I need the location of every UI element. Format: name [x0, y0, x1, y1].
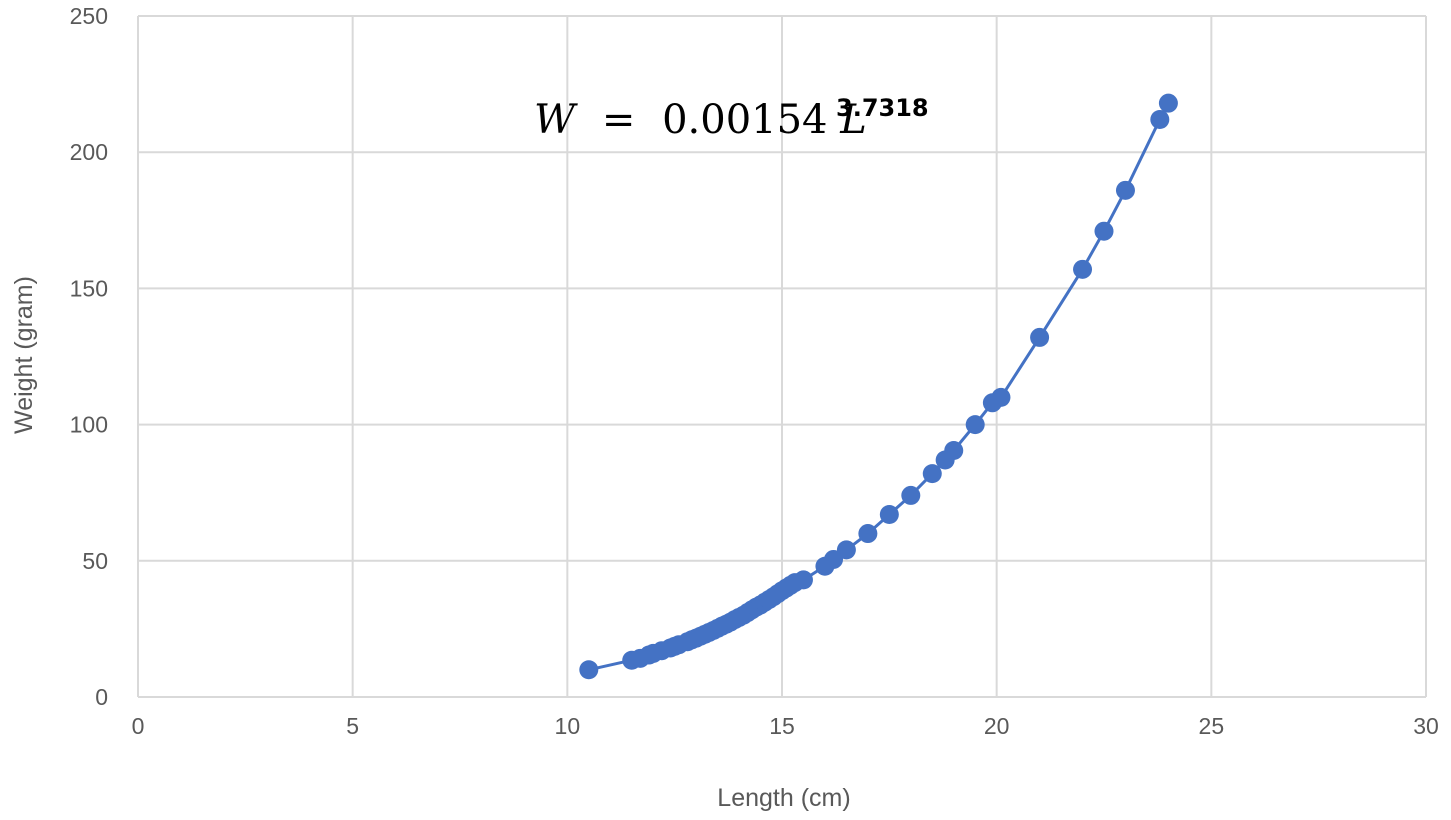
- x-tick-label: 15: [769, 713, 795, 739]
- y-tick-label: 100: [70, 412, 108, 438]
- x-tick-label: 10: [555, 713, 581, 739]
- svg-text:W = 0.00154: W = 0.00154 L: [534, 97, 867, 143]
- equation-coefficient: 0.00154: [662, 97, 827, 143]
- equation-annotation: W = 0.00154 L 3.7318: [534, 94, 929, 143]
- data-point: [991, 387, 1011, 407]
- x-axis-ticks: 0 5 10 15 20 25 30: [132, 713, 1439, 739]
- y-tick-label: 50: [82, 548, 108, 574]
- data-point: [1094, 221, 1114, 241]
- equation-exponent: 3.7318: [836, 94, 929, 122]
- data-point: [579, 660, 599, 680]
- grid-lines: [137, 15, 1427, 698]
- data-point: [1030, 327, 1050, 347]
- data-point: [836, 540, 856, 560]
- data-point: [1150, 110, 1170, 130]
- equation-lhs: W: [534, 97, 578, 143]
- equation-equals: =: [602, 97, 636, 143]
- equation-variable: L: [839, 97, 867, 143]
- y-axis-title: Weight (gram): [10, 276, 38, 434]
- data-point: [1115, 180, 1135, 200]
- x-tick-label: 30: [1413, 713, 1439, 739]
- series-weight-length: [579, 93, 1178, 680]
- y-axis-ticks: 0 50 100 150 200 250: [70, 3, 108, 710]
- data-point: [922, 464, 942, 484]
- x-tick-label: 0: [132, 713, 145, 739]
- y-tick-label: 0: [95, 684, 108, 710]
- data-point: [944, 440, 964, 460]
- series-line: [588, 102, 1170, 672]
- x-tick-label: 20: [984, 713, 1010, 739]
- data-point: [965, 415, 985, 435]
- data-point: [879, 504, 899, 524]
- y-tick-label: 150: [70, 275, 108, 301]
- x-axis-title: Length (cm): [717, 784, 850, 812]
- y-tick-label: 250: [70, 3, 108, 29]
- data-point: [1158, 93, 1178, 113]
- data-point: [901, 485, 921, 505]
- x-tick-label: 25: [1199, 713, 1225, 739]
- data-point: [858, 524, 878, 544]
- data-point: [793, 570, 813, 590]
- x-tick-label: 5: [346, 713, 359, 739]
- data-point: [1073, 259, 1093, 279]
- y-tick-label: 200: [70, 139, 108, 165]
